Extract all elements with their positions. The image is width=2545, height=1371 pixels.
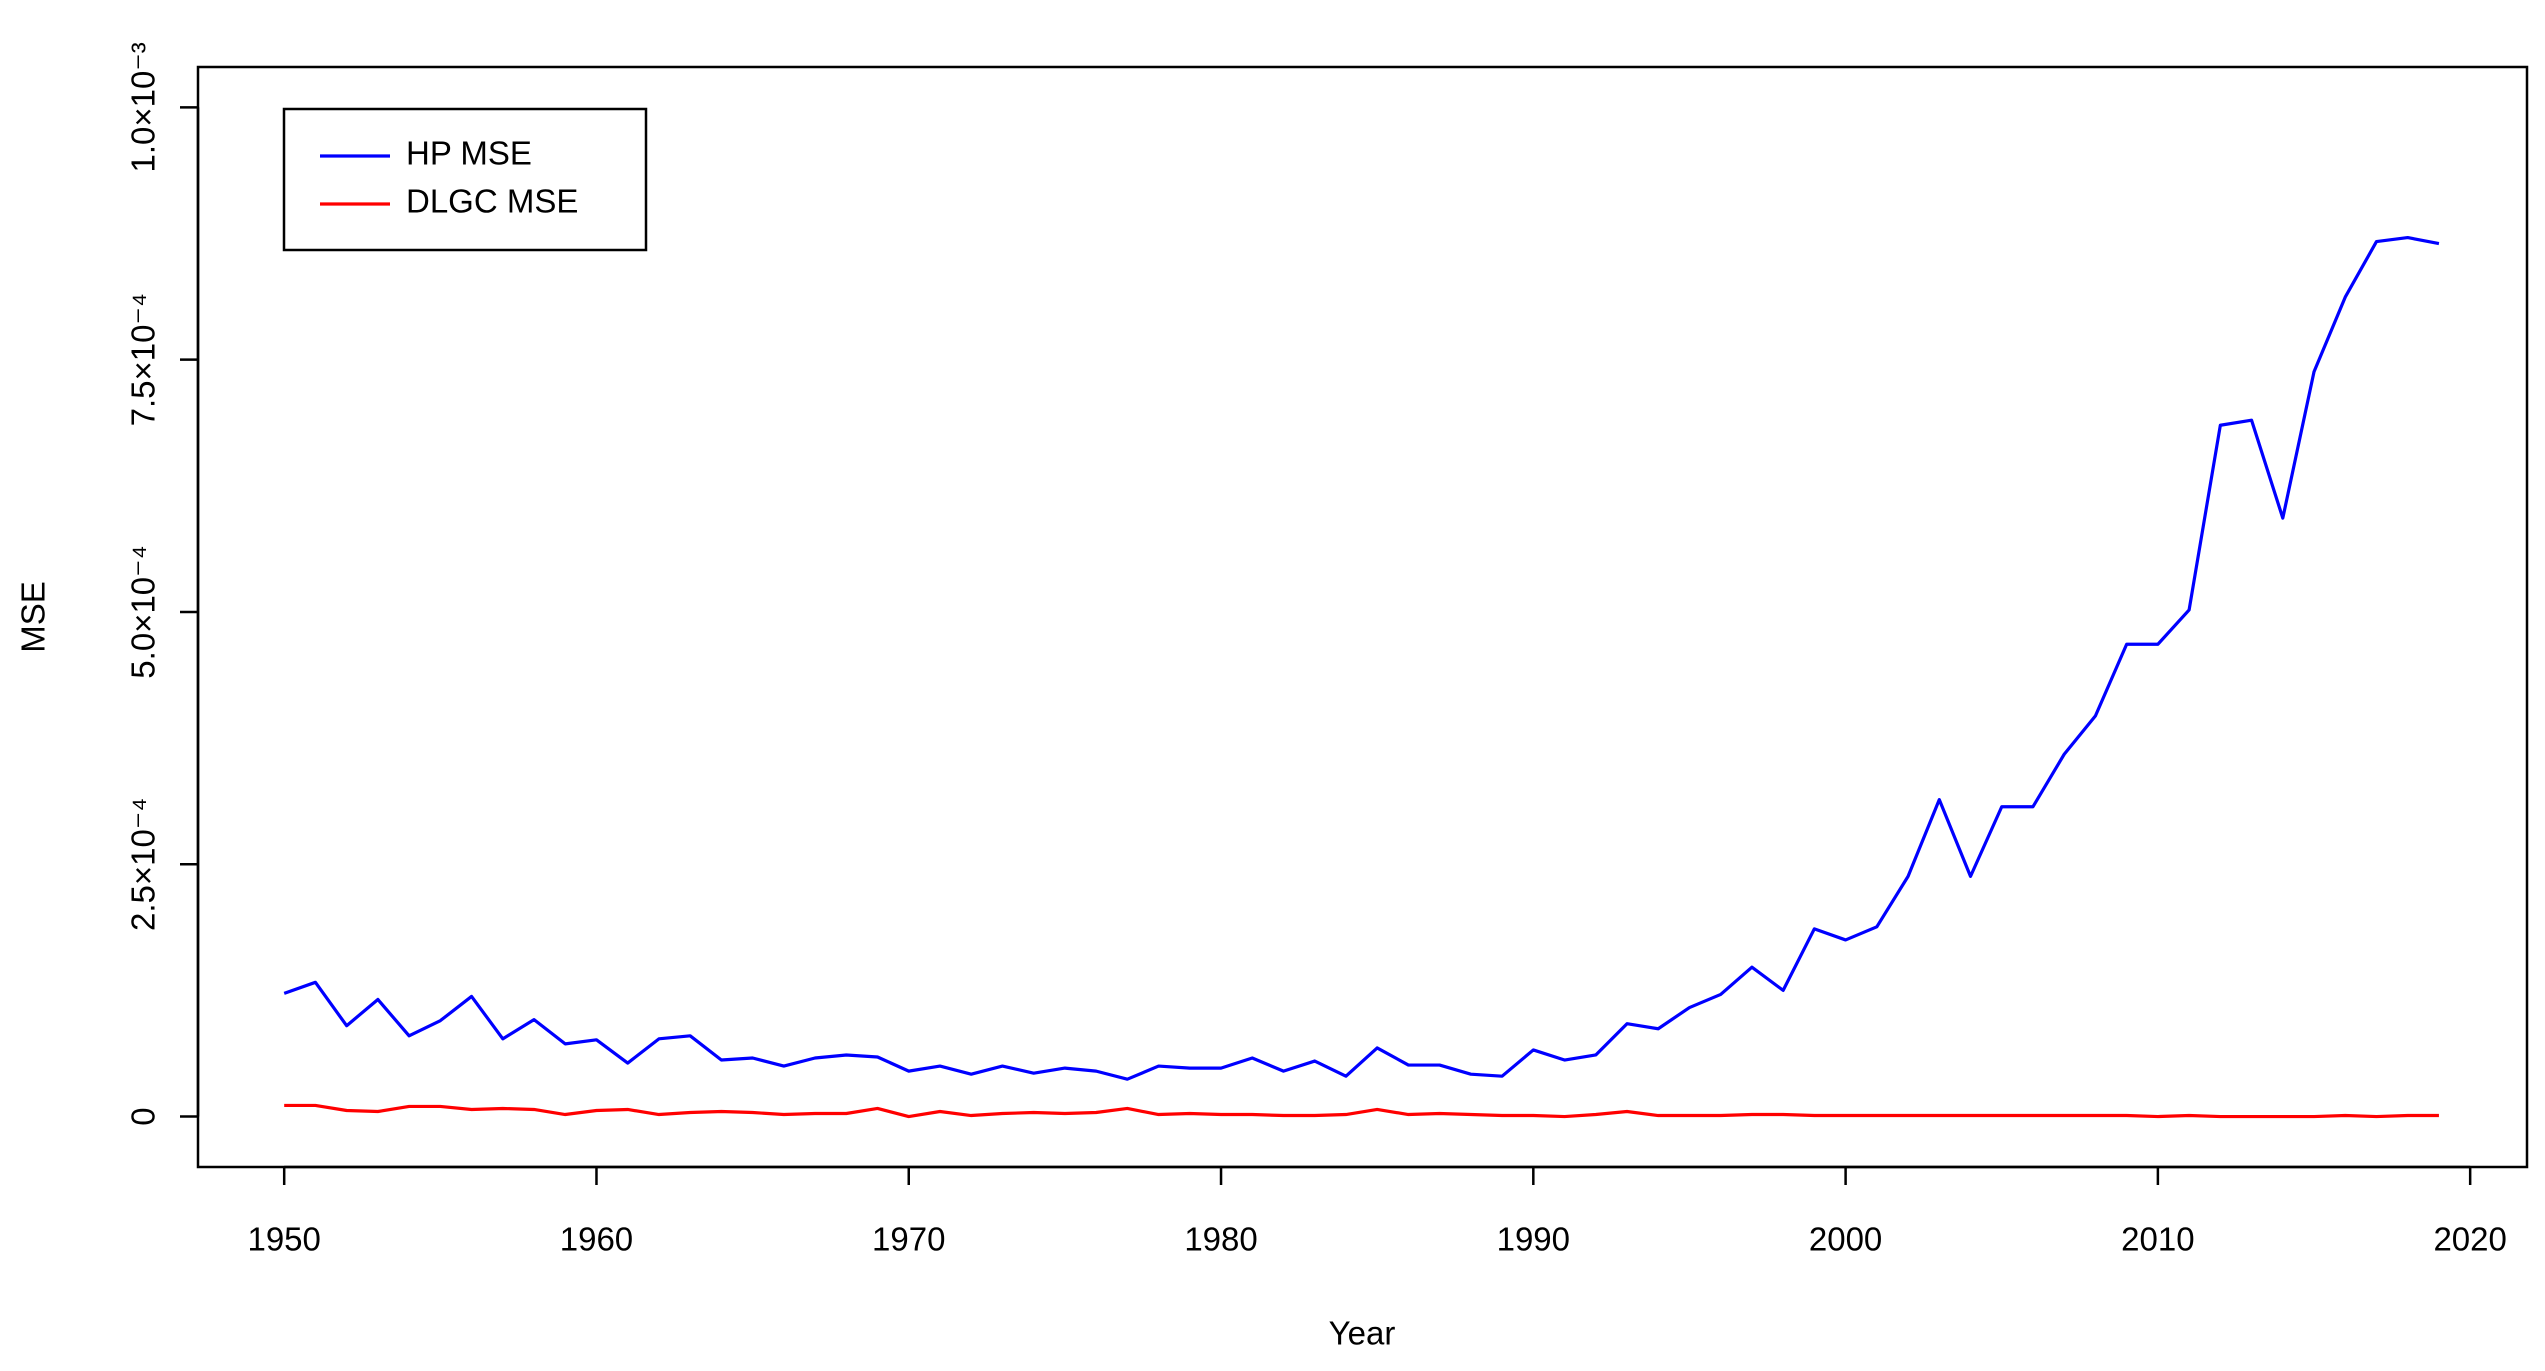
legend-label: DLGC MSE bbox=[406, 183, 578, 220]
y-axis-label: MSE bbox=[15, 581, 52, 653]
x-tick-label: 1960 bbox=[560, 1221, 633, 1258]
x-axis-label: Year bbox=[1329, 1315, 1396, 1352]
series-line bbox=[284, 1103, 2439, 1119]
y-tick-label: 7.5×10⁻⁴ bbox=[125, 293, 162, 426]
x-tick-label: 1970 bbox=[872, 1221, 945, 1258]
y-tick-label: 2.5×10⁻⁴ bbox=[125, 798, 162, 931]
series-line bbox=[283, 235, 2440, 1081]
x-tick-label: 2000 bbox=[1809, 1221, 1882, 1258]
x-tick-label: 2010 bbox=[2121, 1221, 2194, 1258]
y-tick-label: 1.0×10⁻³ bbox=[125, 42, 162, 172]
legend-box bbox=[282, 107, 648, 252]
y-tick-label: 5.0×10⁻⁴ bbox=[125, 545, 162, 678]
y-tick-label: 0 bbox=[125, 1107, 162, 1125]
legend-label: HP MSE bbox=[406, 135, 532, 172]
x-tick-label: 1950 bbox=[247, 1221, 320, 1258]
x-tick-label: 2020 bbox=[2433, 1221, 2506, 1258]
x-tick-label: 1990 bbox=[1497, 1221, 1570, 1258]
x-tick-label: 1980 bbox=[1184, 1221, 1257, 1258]
